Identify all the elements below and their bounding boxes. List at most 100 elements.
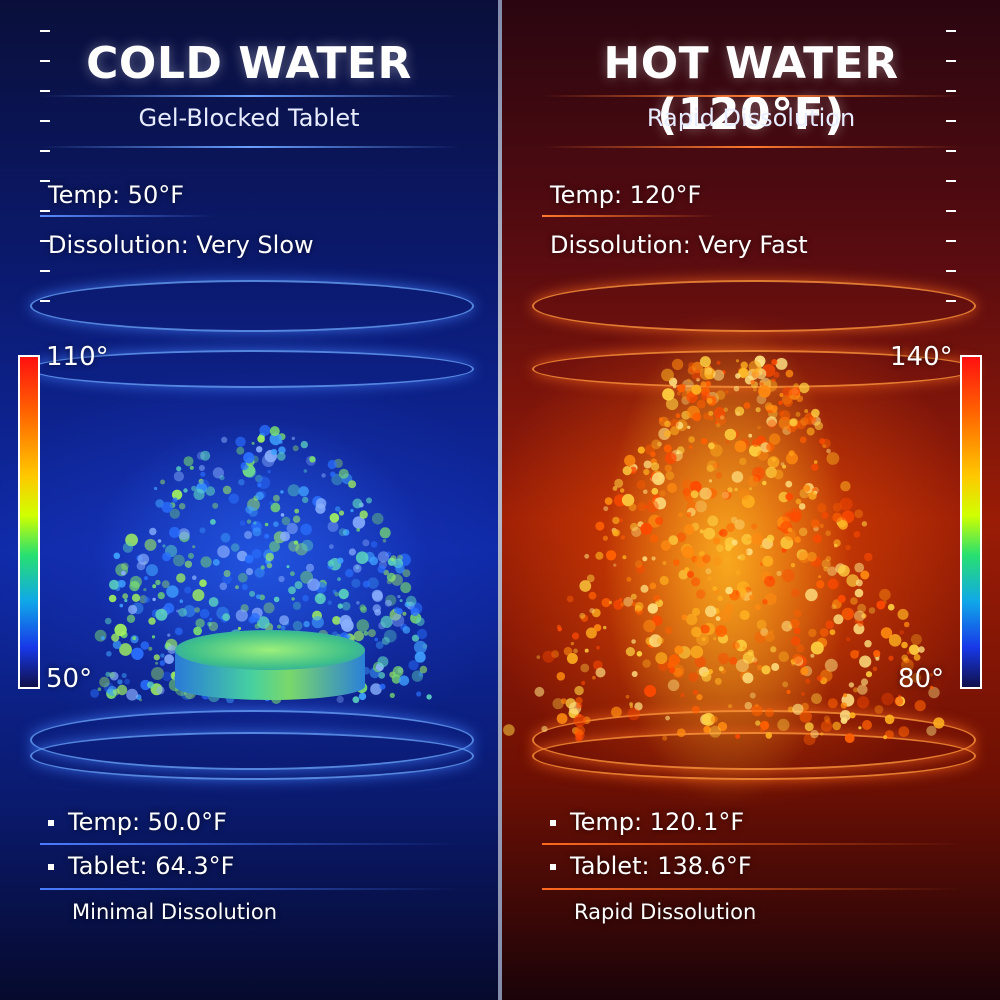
scale-tick xyxy=(40,240,50,242)
particle xyxy=(155,661,159,665)
particle xyxy=(662,388,675,401)
particle xyxy=(805,588,818,602)
particle xyxy=(288,586,296,595)
particle xyxy=(416,628,428,640)
particle xyxy=(402,626,411,634)
particle xyxy=(700,624,710,634)
particle xyxy=(254,474,263,483)
particle xyxy=(280,490,284,494)
particle xyxy=(838,519,848,530)
particle xyxy=(576,702,583,709)
particle xyxy=(280,625,286,631)
particle xyxy=(859,655,872,668)
particle xyxy=(795,644,805,653)
particle xyxy=(841,510,855,524)
particle xyxy=(804,722,814,732)
particle xyxy=(255,594,261,600)
particle xyxy=(833,614,844,625)
particle xyxy=(603,625,607,630)
particle xyxy=(405,595,417,607)
particle xyxy=(691,705,700,714)
particle xyxy=(584,553,590,559)
particle xyxy=(259,594,265,601)
particle xyxy=(208,621,219,632)
particle xyxy=(112,640,122,649)
particle xyxy=(738,554,746,561)
particle xyxy=(108,594,117,603)
particle xyxy=(682,545,695,559)
particle xyxy=(230,543,240,552)
particle xyxy=(370,541,378,548)
particle xyxy=(663,430,672,438)
particle xyxy=(715,423,721,428)
cold-footnote: Minimal Dissolution xyxy=(72,900,278,924)
particle xyxy=(794,536,801,543)
particle xyxy=(722,490,732,500)
particle xyxy=(757,664,763,671)
particle xyxy=(769,433,781,445)
particle xyxy=(251,441,255,445)
particle xyxy=(129,580,140,592)
scale-tick xyxy=(946,120,956,122)
particle xyxy=(625,647,635,657)
particle xyxy=(825,530,831,536)
hot-subtitle-divider xyxy=(542,146,962,148)
particle xyxy=(716,360,721,365)
particle xyxy=(265,552,274,562)
particle xyxy=(803,484,811,492)
particle xyxy=(122,542,134,553)
particle xyxy=(352,696,360,704)
particle xyxy=(286,565,290,569)
particle xyxy=(223,570,231,577)
particle xyxy=(929,685,934,690)
particle xyxy=(692,607,701,616)
particle xyxy=(738,488,750,500)
particle xyxy=(762,599,768,605)
particle xyxy=(864,640,872,648)
particle xyxy=(699,367,713,380)
particle xyxy=(332,589,337,594)
particle xyxy=(342,529,350,536)
particle xyxy=(741,495,755,508)
particle xyxy=(100,636,105,640)
particle xyxy=(696,694,703,701)
particle xyxy=(848,682,855,688)
particle xyxy=(246,519,252,524)
particle xyxy=(287,484,300,497)
particle xyxy=(766,534,775,543)
particle xyxy=(668,654,681,666)
scale-tick xyxy=(40,180,50,182)
particle xyxy=(849,712,856,719)
particle xyxy=(137,553,150,565)
particle xyxy=(646,500,659,513)
particle xyxy=(209,617,213,621)
particle xyxy=(737,587,748,598)
particle xyxy=(104,617,112,625)
particle xyxy=(399,599,403,603)
particle xyxy=(740,361,748,369)
particle xyxy=(827,578,838,590)
particle xyxy=(764,631,775,642)
particle xyxy=(360,606,367,613)
particle xyxy=(124,678,130,685)
particle xyxy=(210,519,216,525)
particle xyxy=(179,503,186,510)
particle xyxy=(808,491,817,500)
particle xyxy=(362,539,370,547)
hot-base-inner xyxy=(532,732,976,780)
particle xyxy=(674,645,684,655)
particle xyxy=(810,729,819,739)
particle xyxy=(348,548,356,556)
particle xyxy=(194,607,200,613)
particle xyxy=(756,468,761,473)
particle xyxy=(751,657,758,663)
scale-tick xyxy=(946,90,956,92)
particle xyxy=(198,465,205,471)
particle xyxy=(574,725,586,736)
particle xyxy=(856,696,870,709)
particle xyxy=(592,675,596,680)
particle xyxy=(269,426,280,437)
particle xyxy=(653,594,661,602)
particle xyxy=(579,580,592,592)
cold-reading-divider-2 xyxy=(40,888,460,890)
